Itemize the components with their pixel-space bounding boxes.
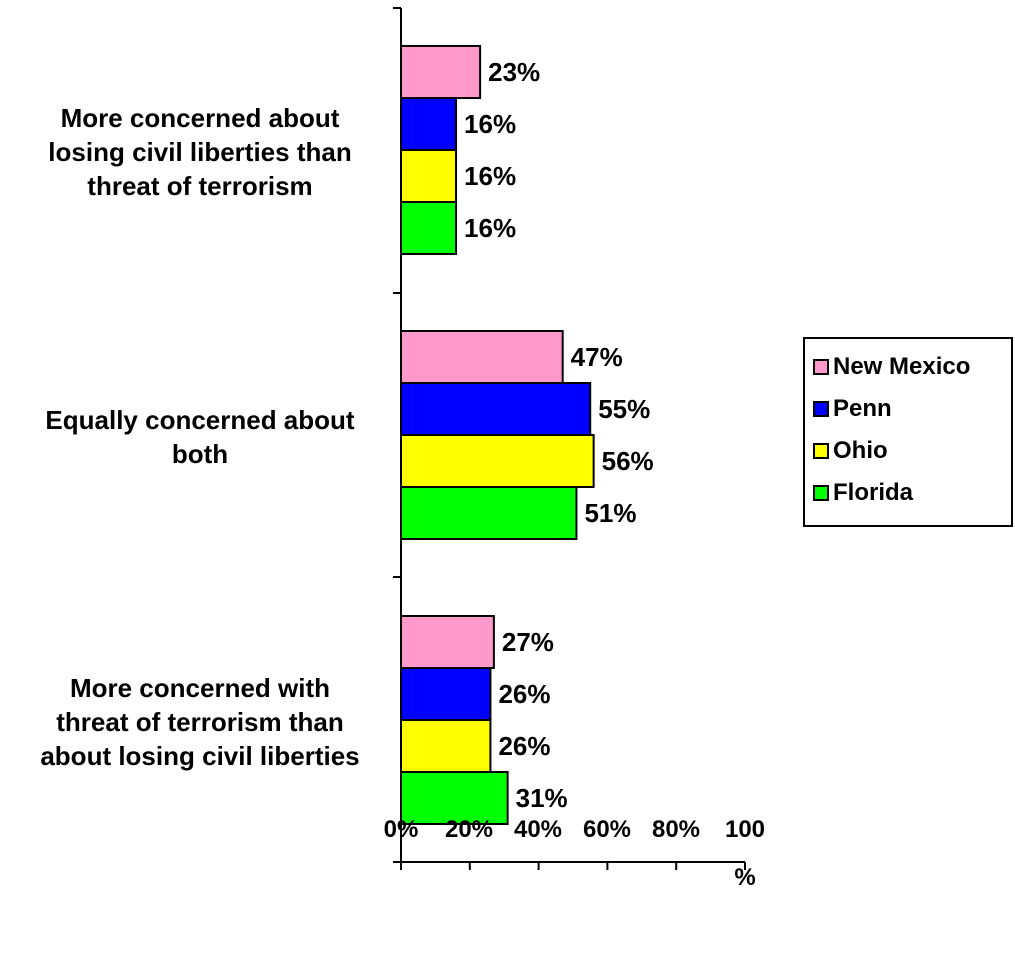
category-label-line: threat of terrorism than	[56, 707, 344, 737]
category-label-line: More concerned with	[70, 673, 330, 703]
x-tick-label: 20%	[445, 816, 493, 843]
axes-layer	[393, 7, 746, 870]
category-label-line: losing civil liberties than	[48, 137, 351, 167]
category-label-line: threat of terrorism	[87, 171, 312, 201]
legend-item-ohio: Ohio	[813, 435, 888, 467]
legend-item-penn: Penn	[813, 393, 892, 425]
x-tick-label: 100	[725, 816, 765, 843]
data-label: 16%	[464, 109, 516, 139]
legend-swatch-new-mexico	[813, 359, 829, 375]
category-label-line: both	[172, 439, 228, 469]
data-label: 27%	[502, 627, 554, 657]
legend-item-new-mexico: New Mexico	[813, 351, 970, 383]
bar-florida	[400, 201, 458, 255]
bar-penn	[400, 97, 458, 151]
legend: New Mexico Penn Ohio Florida	[803, 337, 1013, 527]
data-label: 26%	[498, 731, 550, 761]
data-label: 23%	[488, 57, 540, 87]
data-label: 31%	[516, 783, 568, 813]
data-label: 16%	[464, 213, 516, 243]
bars-layer	[400, 45, 595, 825]
bar-florida	[400, 486, 578, 540]
x-tick-label: 80%	[652, 816, 700, 843]
data-label: 51%	[584, 498, 636, 528]
bar-new-mexico	[400, 45, 482, 99]
data-label: 26%	[498, 679, 550, 709]
legend-label: Florida	[833, 479, 914, 506]
legend-label: Penn	[833, 395, 892, 422]
data-label: 47%	[571, 342, 623, 372]
bar-ohio	[400, 719, 492, 773]
x-tick-label: %	[734, 864, 755, 891]
category-label-line: Equally concerned about	[45, 405, 355, 435]
bar-florida	[400, 771, 509, 825]
x-tick-label: 40%	[514, 816, 562, 843]
category-labels-layer: More concerned about losing civil liberti…	[40, 103, 359, 771]
legend-label: Ohio	[833, 437, 888, 464]
legend-label: New Mexico	[833, 353, 971, 380]
legend-swatch-penn	[813, 401, 829, 417]
category-label-line: More concerned about	[61, 103, 340, 133]
data-labels-layer: 23% 16% 16% 16% 47% 55% 56% 51% 27% 26% 26% 31%	[464, 57, 654, 813]
bar-ohio	[400, 434, 595, 488]
category-label: Equally concerned about both	[45, 405, 355, 469]
x-tick-label: 60%	[583, 816, 631, 843]
data-label: 56%	[602, 446, 654, 476]
bar-new-mexico	[400, 330, 564, 384]
legend-swatch-ohio	[813, 443, 829, 459]
category-label: More concerned with threat of terrorism t…	[40, 673, 359, 771]
category-label: More concerned about losing civil liberti…	[48, 103, 351, 201]
bar-ohio	[400, 149, 458, 203]
category-label-line: about losing civil liberties	[40, 741, 359, 771]
legend-swatch-florida	[813, 485, 829, 501]
legend-item-florida: Florida	[813, 477, 913, 509]
x-tick-label: 0%	[384, 816, 419, 843]
bar-penn	[400, 382, 592, 436]
bar-new-mexico	[400, 615, 495, 669]
x-tick-labels-layer: 0% 20% 40% 60% 80% 100%	[384, 816, 765, 891]
data-label: 55%	[598, 394, 650, 424]
data-label: 16%	[464, 161, 516, 191]
bar-penn	[400, 667, 492, 721]
